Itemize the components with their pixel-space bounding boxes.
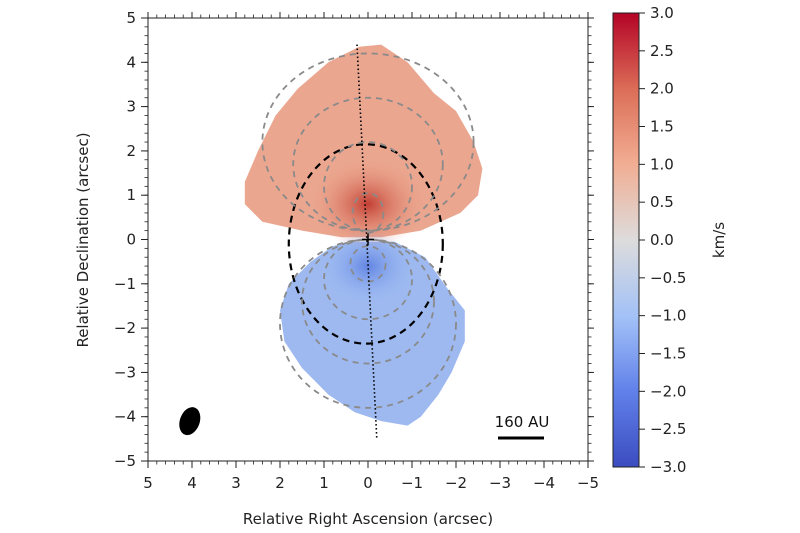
colorbar-tick-label: −1.5 [650,345,686,363]
map-layer [179,44,483,439]
lobe-redshifted [244,44,483,238]
colorbar-label: km/s [710,222,728,258]
lobe-layer [244,44,483,426]
x-tick-label: −4 [533,474,555,492]
scale-bar-label: 160 AU [495,413,550,431]
colorbar-tick-label: −2.0 [650,382,686,400]
x-tick-label: −1 [401,474,423,492]
y-tick-label: 3 [126,98,136,116]
colorbar-tick-label: −3.0 [650,458,686,476]
contour-1 [261,52,475,232]
lobe-blueshifted [280,241,465,426]
colorbar-gradient [612,12,640,468]
beam-ellipse [179,407,201,436]
y-tick-label: 5 [126,9,136,27]
contour-dust [287,143,444,345]
colorbar-ticks: 3.0 2.5 2.0 1.5 1.0 0.5 0.0 −0.5 −1.0 −1.5 −2.0 −2.… [639,4,686,476]
x-tick-label: 4 [187,474,197,492]
x-tick-label: 3 [231,474,241,492]
y-axis-title: Relative Declination (arcsec) [74,132,92,347]
contour-7 [323,238,413,321]
colorbar-tick-label: 3.0 [650,4,674,22]
colorbar-tick-label: 2.5 [650,42,674,60]
y-tick-label: −4 [114,408,136,426]
y-tick-label: −3 [114,363,136,381]
x-tick-label: 1 [319,474,329,492]
x-axis-title: Relative Right Ascension (arcsec) [243,510,493,528]
y-tick-label: −2 [114,319,136,337]
y-tick-label: 2 [126,142,136,160]
x-tick-label: −2 [445,474,467,492]
plot-frame [147,17,589,462]
contour-3 [323,141,413,232]
y-tick-label: 0 [126,231,136,249]
y-tick-label: −1 [114,275,136,293]
y-tick-label: −5 [114,452,136,470]
contour-4 [351,192,385,234]
contour-layer [179,44,475,439]
y-axis: 5 4 3 2 1 0 −1 −2 −3 −4 −5 [114,9,594,470]
disk-axis-line [356,44,378,439]
y-tick-label: 1 [126,186,136,204]
contour-5 [279,238,457,409]
y-tick-label: 4 [126,53,136,71]
colorbar-tick-label: 0.5 [650,193,674,211]
colorbar-tick-label: −2.5 [650,420,686,438]
colorbar-tick-label: 2.0 [650,80,674,98]
colorbar: 3.0 2.5 2.0 1.5 1.0 0.5 0.0 −0.5 −1.0 −1.5 −2.0 −2.… [612,4,728,476]
contour-8 [349,245,387,283]
colorbar-tick-label: −0.5 [650,269,686,287]
x-tick-label: 5 [143,474,153,492]
colorbar-tick-label: −1.0 [650,307,686,325]
x-axis: 5 4 3 2 1 0 −1 −2 −3 −4 −5 [143,12,599,492]
colorbar-tick-label: 1.5 [650,118,674,136]
colorbar-tick-label: 0.0 [650,231,674,249]
colorbar-tick-label: 1.0 [650,155,674,173]
x-tick-label: 0 [363,474,373,492]
lobe-blueshifted-core [324,230,412,302]
x-tick-label: −5 [577,474,599,492]
scale-bar: 160 AU [495,413,550,440]
x-tick-label: −3 [489,474,511,492]
x-tick-label: 2 [275,474,285,492]
